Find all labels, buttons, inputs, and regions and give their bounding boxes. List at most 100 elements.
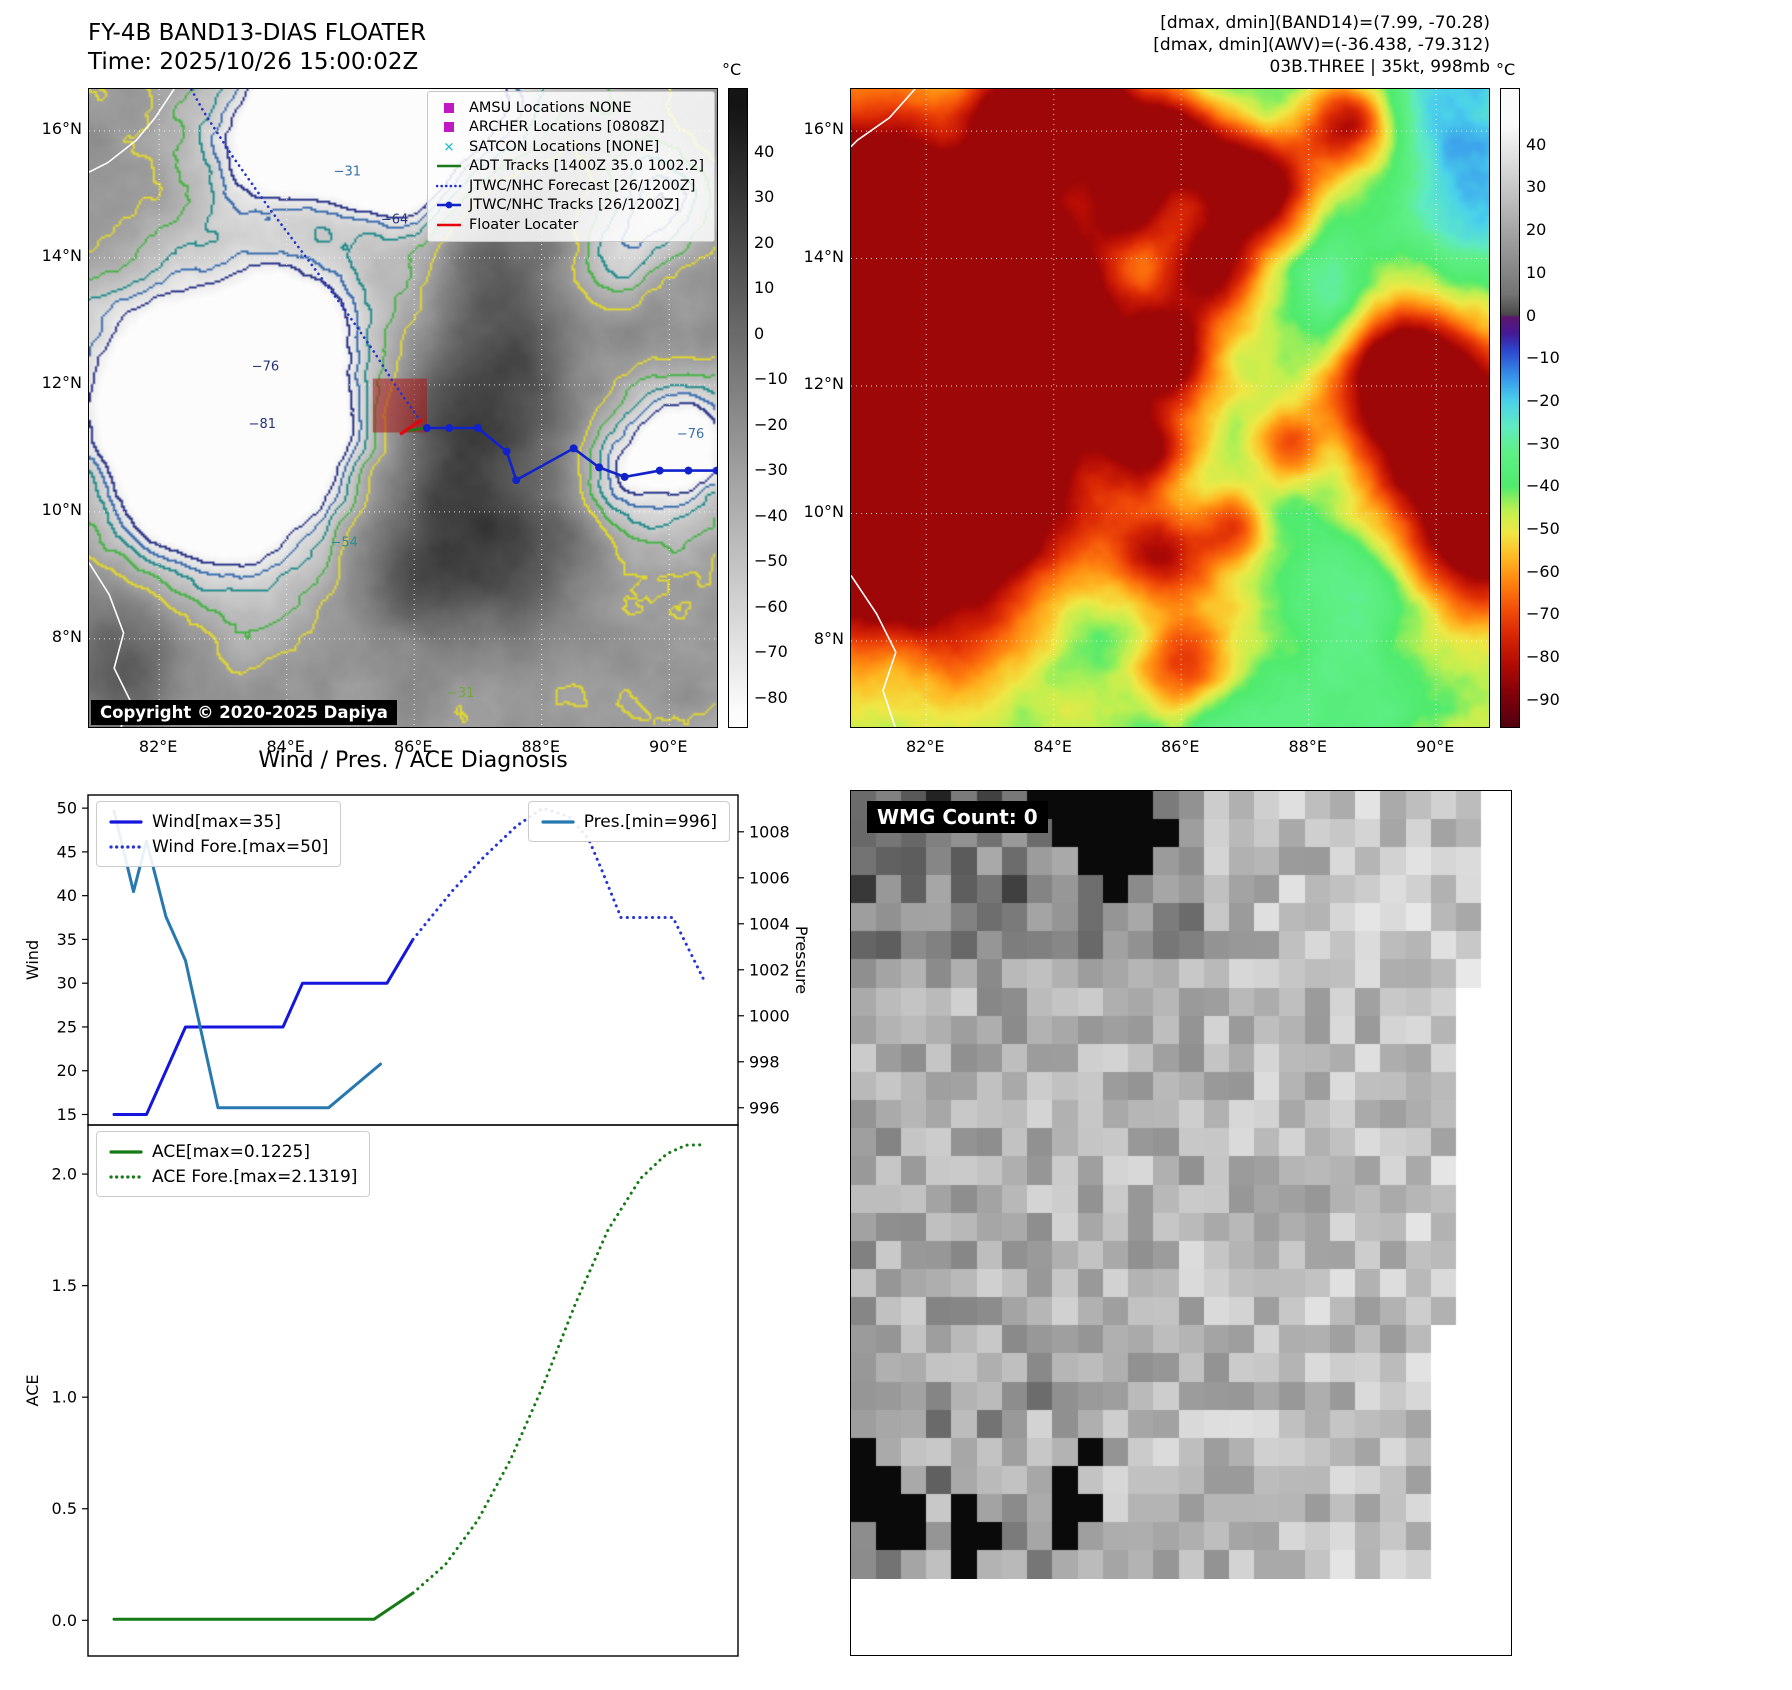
ace-legend: ACE[max=0.1225] ACE Fore.[max=2.1319]	[96, 1131, 371, 1197]
band13-lat-tick-label: 14°N	[41, 245, 82, 265]
band13-lon-tick-label: 84°E	[266, 737, 305, 756]
legend-item: ACE Fore.[max=2.1319]	[109, 1164, 357, 1189]
awv-colorbar-tick-label: −40	[1526, 476, 1560, 496]
band13-lon-tick-label: 82°E	[138, 737, 178, 756]
y-tick-label-right: 996	[749, 1098, 780, 1117]
storm-intensity-label: 03B.THREE | 35kt, 998mb	[1269, 57, 1490, 77]
map-legend-label: JTWC/NHC Forecast [26/1200Z]	[468, 177, 696, 194]
map-legend-item: AMSU Locations NONE	[436, 98, 704, 118]
awv-lon-tick-label: 88°E	[1288, 737, 1327, 756]
wmg-mosaic-image	[851, 791, 1507, 1579]
track-point-marker	[512, 476, 521, 485]
solid-line-sample-icon	[109, 819, 143, 824]
y-tick-label: 20	[57, 1061, 77, 1080]
contour-label: −31	[447, 686, 474, 701]
square-marker-icon	[443, 102, 454, 113]
y-tick-label: 40	[57, 886, 77, 905]
y-tick-label-right: 1006	[749, 868, 790, 887]
awv-colorbar-tick-label: 20	[1526, 220, 1547, 240]
series-wind_obs	[112, 937, 415, 1116]
band13-lat-tick-label: 12°N	[41, 372, 82, 392]
map-legend-label: ADT Tracks [1400Z 35.0 1002.2]	[468, 158, 704, 175]
map-legend-label: AMSU Locations NONE	[468, 99, 632, 116]
y-tick-label-right: 1004	[749, 914, 790, 933]
band13-lat-tick-label: 16°N	[41, 118, 82, 138]
wind-pressure-plot: 15 20 25 30 35 40 45 50 996 998 1000 1002 1004 1006 10…	[23, 794, 811, 1126]
awv-lon-tick-label: 90°E	[1415, 737, 1455, 756]
awv-lon-tick-label: 86°E	[1160, 737, 1200, 756]
x-marker-icon: ✕	[444, 140, 455, 154]
solid-line-sample-icon	[109, 1149, 143, 1154]
y-tick-label: 25	[57, 1017, 77, 1036]
contour-label: −76	[252, 360, 279, 375]
band13-colorbar-tick-label: −20	[754, 414, 788, 434]
y-tick-label: 30	[57, 974, 77, 993]
line-marker-icon	[436, 223, 461, 227]
awv-colorbar-tick-label: −80	[1526, 647, 1560, 667]
y-axis-label: ACE	[23, 1375, 42, 1407]
track-point-marker	[445, 424, 454, 433]
track-point-marker	[655, 466, 664, 475]
track-point-marker	[569, 444, 578, 453]
copyright-badge: Copyright © 2020-2025 Dapiya	[91, 700, 397, 725]
y-tick-label-right: 1002	[749, 960, 790, 979]
y-axis-label-right: Pressure	[792, 926, 811, 994]
track-point-marker	[684, 466, 693, 475]
line-marker-icon	[436, 164, 461, 168]
awv-satellite-image	[851, 89, 1489, 727]
y-tick-label: 1.5	[52, 1276, 77, 1295]
band13-colorbar-tick-label: 30	[754, 187, 775, 207]
band13-colorbar-tick-label: −60	[754, 596, 788, 616]
legend-label: Wind Fore.[max=50]	[152, 836, 329, 857]
awv-colorbar-tick-label: −20	[1526, 390, 1560, 410]
series-ace_forecast	[411, 1143, 707, 1595]
awv-header-awv-stats: [dmax, dmin](AWV)=(-36.438, -79.312)	[1153, 35, 1490, 55]
band13-colorbar-tick-label: −10	[754, 369, 788, 389]
track-point-marker	[473, 424, 482, 433]
y-axis-label: Wind	[23, 940, 42, 980]
coastline	[89, 89, 175, 173]
ace-plot: 0.0 0.5 1.0 1.5 2.0 ACE	[23, 1124, 739, 1657]
wind-pressure-chart: 15 20 25 30 35 40 45 50 996 998 1000 1002 1004 1006 10…	[23, 794, 811, 1126]
contour-label: −31	[334, 164, 361, 179]
awv-header-band14-stats: [dmax, dmin](BAND14)=(7.99, -70.28)	[1160, 13, 1490, 33]
band13-colorbar-tick-label: 10	[754, 278, 775, 298]
y-tick-label-right: 1000	[749, 1006, 790, 1025]
legend-item: ACE[max=0.1225]	[109, 1139, 357, 1164]
band13-colorbar	[728, 88, 748, 728]
jtwc-forecast-line	[189, 89, 419, 418]
awv-header: [dmax, dmin](BAND14)=(7.99, -70.28) [dma…	[1153, 12, 1490, 78]
y-tick-label-right: 998	[749, 1052, 780, 1071]
pressure-legend: Pres.[min=996]	[527, 801, 730, 842]
y-tick-label: 15	[57, 1105, 77, 1124]
band13-colorbar-tick-label: 20	[754, 232, 775, 252]
map-legend-item: JTWC/NHC Forecast [26/1200Z]	[435, 176, 704, 196]
band13-lon-tick-label: 88°E	[521, 737, 560, 756]
y-tick-label: 45	[57, 842, 77, 861]
awv-lat-tick-label: 12°N	[803, 374, 844, 394]
contour-label: −64	[381, 212, 408, 227]
band13-map-overlay: −31 −64 −76 −81 −54 −76 −31	[89, 89, 717, 727]
dotted-marker-icon	[435, 184, 462, 188]
track-point-marker	[620, 472, 629, 481]
square-marker-icon	[443, 122, 454, 133]
legend-label: Pres.[min=996]	[583, 811, 717, 832]
chart-frame	[87, 1124, 739, 1657]
band13-colorbar-tick-label: −50	[754, 551, 788, 571]
band13-lat-tick-label: 8°N	[51, 626, 82, 646]
band13-colorbar-unit: °C	[722, 60, 742, 79]
solid-line-sample-icon	[541, 819, 575, 824]
awv-colorbar-unit: °C	[1496, 60, 1516, 79]
track-point-marker	[595, 463, 604, 472]
band13-subtitle: Time: 2025/10/26 15:00:02Z	[88, 49, 419, 75]
y-tick-label-right: 1008	[749, 822, 790, 841]
track-point-marker	[713, 466, 717, 475]
band13-colorbar-tick-label: 40	[754, 141, 775, 161]
legend-item: Pres.[min=996]	[541, 809, 717, 834]
map-legend-label: JTWC/NHC Tracks [26/1200Z]	[468, 197, 680, 214]
band13-colorbar-tick-label: −70	[754, 642, 788, 662]
y-tick-label: 2.0	[52, 1165, 77, 1184]
band13-map-panel: −31 −64 −76 −81 −54 −76 −31 AMSU Locations NON…	[88, 88, 718, 728]
awv-lat-tick-label: 14°N	[803, 246, 844, 266]
